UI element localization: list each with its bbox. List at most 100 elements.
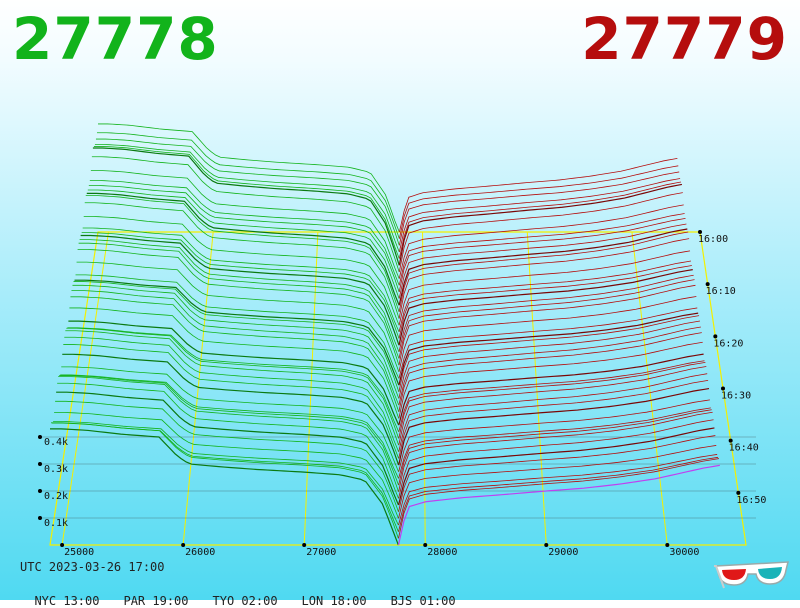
bid-depth-line [59, 375, 399, 486]
bid-depth-line [86, 192, 400, 306]
ask-depth-line [398, 178, 681, 253]
depth-tick-marker [38, 462, 42, 466]
ask-depth-line [398, 399, 710, 472]
depth-tick-marker [38, 516, 42, 520]
x-tick-marker [423, 543, 428, 547]
bid-depth-line [80, 234, 400, 346]
tz-par: PAR 19:00 [123, 594, 189, 608]
bid-depth-line [91, 156, 400, 273]
ask-depth-line [398, 320, 701, 399]
bid-depth-line [77, 249, 400, 366]
x-tick-marker [302, 543, 307, 547]
ask-depth-line [398, 409, 712, 486]
bid-depth-line [85, 195, 400, 313]
ask-depth-line [398, 456, 719, 532]
timezone-row: NYC 13:00 PAR 19:00 TYO 02:00 LON 18:00 BJS … [20, 580, 480, 608]
ask-depth-line [398, 274, 694, 352]
3d-glasses-icon[interactable] [712, 558, 792, 594]
bid-depth-line [51, 422, 399, 539]
x-tick-label: 27000 [306, 547, 336, 558]
bid-depth-line [72, 284, 400, 399]
bid-depth-line [95, 138, 400, 246]
bid-depth-line [50, 428, 399, 546]
x-tick-marker [544, 543, 549, 547]
bid-depth-line [71, 290, 400, 406]
ask-depth-line [398, 445, 717, 519]
ask-depth-line [398, 366, 707, 446]
time-tick-marker [728, 438, 733, 443]
ask-depth-line [398, 315, 700, 392]
tz-tyo: TYO 02:00 [212, 594, 278, 608]
ask-depth-line [398, 265, 692, 339]
bid-depth-line [61, 366, 399, 472]
ask-price: 27779 [581, 5, 788, 73]
ask-depth-line [398, 332, 702, 412]
bid-depth-line [87, 189, 400, 299]
x-gridline [631, 231, 668, 546]
bid-depth-line [92, 147, 400, 266]
bid-depth-line [75, 274, 400, 379]
time-tick-label: 16:10 [706, 286, 736, 297]
ask-depth-line [398, 307, 698, 379]
time-tick-marker [721, 386, 725, 391]
bid-depth-line [88, 185, 400, 293]
ask-depth-line [398, 326, 701, 406]
ask-depth-line [398, 427, 715, 506]
bid-depth-line [56, 391, 400, 506]
ask-depth-line [398, 284, 696, 366]
bid-depth-line [62, 353, 400, 466]
ask-depth-line [398, 228, 688, 306]
bid-depth-line [70, 296, 400, 412]
ask-depth-line [398, 231, 689, 312]
ask-depth-line [397, 464, 720, 546]
bid-depth-line [64, 336, 400, 452]
x-tick-marker [665, 543, 670, 547]
bid-depth-line [81, 232, 400, 339]
bid-depth-line [54, 412, 399, 519]
bid-depth-line [69, 307, 400, 419]
ask-depth-line [398, 361, 706, 439]
x-gridline [61, 231, 109, 546]
tz-lon: LON 18:00 [301, 594, 367, 608]
depth-tick-label: 0.1k [44, 518, 68, 529]
time-tick-label: 16:50 [736, 495, 766, 506]
x-tick-marker [60, 543, 65, 547]
ask-depth-line [398, 279, 695, 359]
bid-depth-line [93, 146, 400, 259]
bid-depth-line [65, 330, 400, 446]
ask-depth-line [398, 312, 699, 386]
time-tick-label: 16:20 [713, 338, 743, 349]
bid-depth-line [58, 376, 399, 492]
depth-series [50, 123, 720, 546]
time-tick-marker [705, 282, 710, 287]
ask-depth-line [398, 181, 682, 259]
x-tick-label: 25000 [64, 547, 94, 558]
depth-tick-marker [38, 435, 42, 439]
bid-depth-line [94, 144, 400, 253]
ask-depth-line [398, 260, 692, 332]
ask-depth-line [398, 373, 708, 452]
x-gridline [526, 231, 547, 546]
bid-depth-line [73, 281, 400, 392]
bid-depth-line [63, 344, 400, 459]
bid-depth-line [66, 327, 400, 439]
bid-depth-line [90, 170, 400, 279]
x-tick-marker [181, 543, 186, 547]
bid-depth-line [98, 123, 400, 233]
depth-tick-label: 0.3k [44, 464, 68, 475]
bid-depth-line [96, 132, 400, 239]
ask-depth-line [398, 204, 684, 279]
bid-depth-line [53, 421, 399, 526]
ask-depth-line [398, 407, 711, 479]
ask-depth-line [398, 296, 697, 372]
ask-depth-line [398, 387, 710, 466]
ask-depth-line [398, 454, 718, 526]
x-gridline [303, 231, 319, 546]
ask-depth-line [398, 238, 690, 319]
ask-depth-line [398, 435, 716, 512]
bid-depth-line [55, 400, 399, 512]
bid-depth-line [57, 382, 399, 499]
bid-depth-line [79, 239, 400, 353]
ask-depth-line [398, 269, 693, 346]
